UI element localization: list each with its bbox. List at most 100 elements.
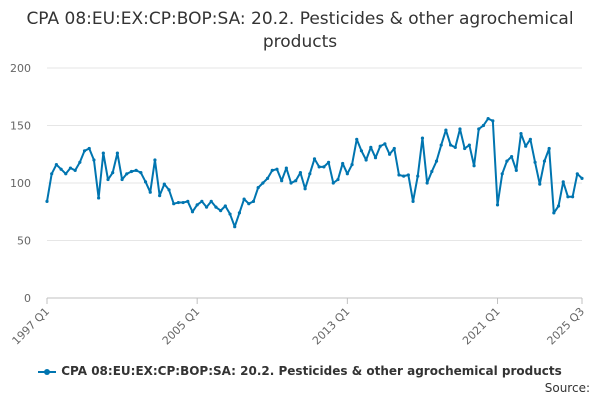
data-point: [430, 169, 434, 174]
data-point: [280, 179, 284, 183]
data-point: [73, 168, 77, 172]
data-point: [519, 131, 523, 136]
y-tick-label: 150: [10, 120, 31, 133]
data-point: [561, 180, 565, 184]
data-point: [120, 177, 124, 182]
data-point: [477, 127, 481, 131]
data-point: [383, 142, 387, 146]
legend[interactable]: CPA 08:EU:EX:CP:BOP:SA: 20.2. Pesticides…: [0, 364, 600, 378]
data-point: [125, 172, 129, 176]
data-point: [406, 173, 410, 177]
data-point: [242, 197, 246, 201]
data-point: [294, 179, 298, 183]
data-point: [233, 225, 237, 229]
data-point: [265, 176, 270, 180]
data-point: [341, 161, 345, 166]
data-point: [350, 163, 354, 167]
data-point: [167, 188, 171, 192]
data-point: [87, 146, 91, 151]
data-point: [453, 145, 457, 149]
data-point: [575, 172, 579, 176]
data-point: [369, 145, 373, 149]
data-point: [505, 159, 509, 163]
x-tick-label: 2021 Q1: [460, 305, 503, 348]
data-point: [50, 172, 54, 176]
x-tick-label: 1997 Q1: [10, 305, 53, 348]
data-point: [486, 117, 490, 121]
data-point: [143, 180, 148, 184]
data-point: [195, 203, 199, 207]
data-point: [237, 211, 242, 215]
x-tick-label: 2005 Q1: [160, 305, 203, 348]
data-point: [64, 172, 68, 176]
data-point: [566, 195, 570, 199]
data-point: [345, 172, 349, 176]
data-point: [214, 205, 218, 209]
data-point: [571, 195, 575, 199]
data-point: [538, 182, 542, 186]
data-point: [495, 203, 500, 207]
y-tick-label: 0: [24, 292, 31, 305]
data-point: [556, 204, 561, 208]
data-point: [402, 174, 406, 178]
data-point: [204, 205, 209, 209]
data-point: [247, 202, 251, 206]
data-point: [209, 199, 213, 203]
data-point: [186, 199, 190, 203]
data-point: [223, 204, 227, 208]
chart-title: CPA 08:EU:EX:CP:BOP:SA: 20.2. Pesticides…: [26, 9, 574, 52]
data-point: [45, 199, 49, 203]
data-point: [552, 211, 556, 215]
data-point: [82, 149, 87, 153]
data-point: [392, 146, 396, 151]
data-point: [106, 177, 110, 182]
data-point: [359, 149, 364, 153]
data-point: [289, 181, 293, 185]
data-point: [68, 166, 73, 170]
y-tick-label: 50: [17, 235, 31, 248]
data-point: [580, 176, 584, 180]
legend-label: CPA 08:EU:EX:CP:BOP:SA: 20.2. Pesticides…: [61, 364, 562, 378]
data-point: [326, 160, 331, 164]
data-point: [298, 171, 303, 175]
data-point: [491, 119, 495, 123]
gridlines: [47, 67, 582, 299]
data-point: [162, 182, 166, 186]
data-point: [176, 200, 180, 205]
source-label: Source:: [544, 381, 590, 395]
data-point: [54, 163, 58, 167]
data-point: [97, 196, 101, 200]
data-point: [139, 171, 143, 175]
data-point: [256, 186, 260, 190]
data-point: [397, 173, 401, 177]
data-point: [439, 143, 443, 147]
x-axis: 1997 Q1 2005 Q1 2013 Q1 2021 Q1 2025 Q3: [10, 298, 587, 348]
data-point: [481, 123, 486, 128]
data-point: [528, 137, 532, 141]
data-point: [303, 187, 307, 191]
y-tick-label: 200: [10, 62, 31, 75]
x-tick-label: 2013 Q1: [310, 305, 353, 348]
data-point: [317, 165, 321, 169]
data-point: [78, 160, 82, 164]
data-point: [472, 164, 476, 168]
data-point: [542, 159, 547, 163]
data-point: [373, 156, 378, 160]
data-point: [92, 158, 96, 162]
data-point: [312, 157, 317, 161]
data-point: [158, 194, 162, 198]
data-point: [134, 168, 138, 172]
data-point: [533, 160, 537, 164]
data-point: [500, 172, 504, 176]
data-point: [547, 146, 551, 151]
data-point: [148, 190, 152, 194]
data-series: [45, 117, 584, 229]
data-point: [514, 168, 518, 172]
data-point: [153, 158, 157, 162]
data-point: [463, 146, 467, 151]
data-point: [425, 181, 429, 185]
data-point: [115, 151, 119, 155]
data-point: [378, 144, 382, 148]
data-point: [434, 159, 439, 163]
